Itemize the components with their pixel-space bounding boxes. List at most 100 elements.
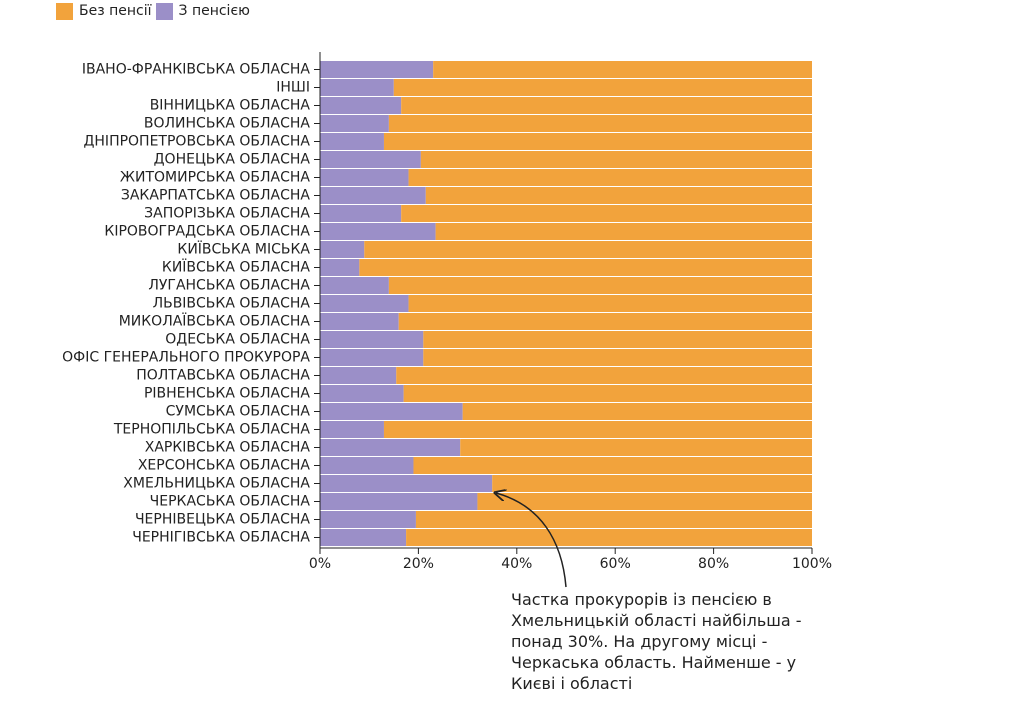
bar-no-pension[interactable] [383,133,812,150]
bar-no-pension[interactable] [425,187,812,204]
bar-no-pension[interactable] [420,151,812,168]
legend-label-with-pension: З пенсією [178,3,250,19]
bar-with-pension[interactable] [320,385,404,402]
bar-no-pension[interactable] [393,79,812,96]
category-label: ІНШІ [276,80,310,96]
x-tick-label: 100% [792,556,832,572]
bar-with-pension[interactable] [320,331,424,348]
bar-no-pension[interactable] [477,493,812,510]
category-label: ХЕРСОНСЬКА ОБЛАСНА [138,458,311,474]
bar-no-pension[interactable] [359,259,812,276]
bar-no-pension[interactable] [383,421,812,438]
annotation-arrow [496,493,567,588]
category-label: СУМСЬКА ОБЛАСНА [166,404,311,420]
x-axis: 0% 20% 40% 60% 80% 100% [309,547,832,572]
bar-no-pension[interactable] [492,475,812,492]
bar-with-pension[interactable] [320,187,426,204]
bar-with-pension[interactable] [320,367,397,384]
legend-swatch-no-pension [56,2,73,20]
bar-no-pension[interactable] [435,223,812,240]
bar-with-pension[interactable] [320,313,399,330]
bar-with-pension[interactable] [320,493,478,510]
legend: Без пенсії З пенсією [56,0,254,22]
category-label: ЛЬВІВСЬКА ОБЛАСНА [153,296,311,312]
bar-no-pension[interactable] [415,511,812,528]
bar-with-pension[interactable] [320,403,463,420]
category-label: ЗАКАРПАТСЬКА ОБЛАСНА [121,188,311,204]
x-tick-label: 0% [309,556,331,572]
bar-with-pension[interactable] [320,169,409,186]
bar-with-pension[interactable] [320,349,424,366]
bar-no-pension[interactable] [462,403,812,420]
bar-no-pension[interactable] [388,115,812,132]
category-label: ДОНЕЦЬКА ОБЛАСНА [154,152,311,168]
bar-no-pension[interactable] [433,61,812,78]
bar-with-pension[interactable] [320,241,365,258]
category-label: ЛУГАНСЬКА ОБЛАСНА [148,278,310,294]
category-label: ХАРКІВСЬКА ОБЛАСНА [145,440,311,456]
bar-no-pension[interactable] [398,313,812,330]
legend-swatch-with-pension [155,2,173,20]
category-labels-group: ІВАНО-ФРАНКІВСЬКА ОБЛАСНА ІНШІ ВІННИЦЬКА О… [62,62,320,546]
category-label: ПОЛТАВСЬКА ОБЛАСНА [136,368,310,384]
bar-with-pension[interactable] [320,475,493,492]
category-label: ІВАНО-ФРАНКІВСЬКА ОБЛАСНА [82,62,311,78]
legend-item-with-pension[interactable]: З пенсією [155,2,250,20]
bar-with-pension[interactable] [320,205,402,222]
bar-no-pension[interactable] [401,97,812,114]
category-label: КИЇВСЬКА МІСЬКА [177,240,310,258]
bar-with-pension[interactable] [320,529,407,546]
category-label: КИЇВСЬКА ОБЛАСНА [162,258,311,276]
category-label: КІРОВОГРАДСЬКА ОБЛАСНА [104,224,310,240]
bar-no-pension[interactable] [423,349,812,366]
bar-no-pension[interactable] [423,331,812,348]
category-label: ВОЛИНСЬКА ОБЛАСНА [144,116,311,132]
bar-with-pension[interactable] [320,133,384,150]
x-tick-label: 40% [501,556,532,572]
x-tick-label: 80% [698,556,729,572]
category-label: ЖИТОМИРСЬКА ОБЛАСНА [120,170,310,186]
legend-label-no-pension: Без пенсії [79,3,152,19]
bar-no-pension[interactable] [403,385,812,402]
bar-with-pension[interactable] [320,115,389,132]
bar-no-pension[interactable] [406,529,812,546]
bar-no-pension[interactable] [408,169,812,186]
bar-with-pension[interactable] [320,457,414,474]
bar-with-pension[interactable] [320,421,384,438]
bar-no-pension[interactable] [396,367,812,384]
annotation-text: Частка прокурорів із пенсією в Хмельниць… [511,590,802,693]
category-label: ХМЕЛЬНИЦЬКА ОБЛАСНА [123,476,310,492]
category-label: РІВНЕНСЬКА ОБЛАСНА [144,386,310,402]
bar-no-pension[interactable] [408,295,812,312]
bar-no-pension[interactable] [460,439,812,456]
category-label: ТЕРНОПІЛЬСЬКА ОБЛАСНА [113,422,311,438]
bar-with-pension[interactable] [320,223,436,240]
category-label: ЧЕРКАСЬКА ОБЛАСНА [150,494,311,510]
bar-with-pension[interactable] [320,277,389,294]
category-label: ДНІПРОПЕТРОВСЬКА ОБЛАСНА [83,134,310,150]
bar-with-pension[interactable] [320,295,409,312]
x-tick-label: 60% [600,556,631,572]
legend-item-no-pension[interactable]: Без пенсії [56,2,152,20]
category-label: ОФІС ГЕНЕРАЛЬНОГО ПРОКУРОРА [62,350,310,366]
category-label: ВІННИЦЬКА ОБЛАСНА [150,98,311,114]
category-label: МИКОЛАЇВСЬКА ОБЛАСНА [119,312,311,330]
bar-no-pension[interactable] [413,457,812,474]
bar-with-pension[interactable] [320,511,416,528]
bars-group [320,61,812,546]
bar-with-pension[interactable] [320,79,394,96]
bar-no-pension[interactable] [364,241,812,258]
category-label: ЗАПОРІЗЬКА ОБЛАСНА [144,206,310,222]
bar-with-pension[interactable] [320,151,421,168]
bar-with-pension[interactable] [320,61,434,78]
x-tick-label: 20% [403,556,434,572]
category-label: ОДЕСЬКА ОБЛАСНА [165,332,310,348]
bar-with-pension[interactable] [320,259,360,276]
bar-with-pension[interactable] [320,97,402,114]
bar-no-pension[interactable] [401,205,812,222]
category-label: ЧЕРНІГІВСЬКА ОБЛАСНА [132,530,310,546]
category-label: ЧЕРНІВЕЦЬКА ОБЛАСНА [135,512,310,528]
bar-with-pension[interactable] [320,439,461,456]
bar-no-pension[interactable] [388,277,812,294]
